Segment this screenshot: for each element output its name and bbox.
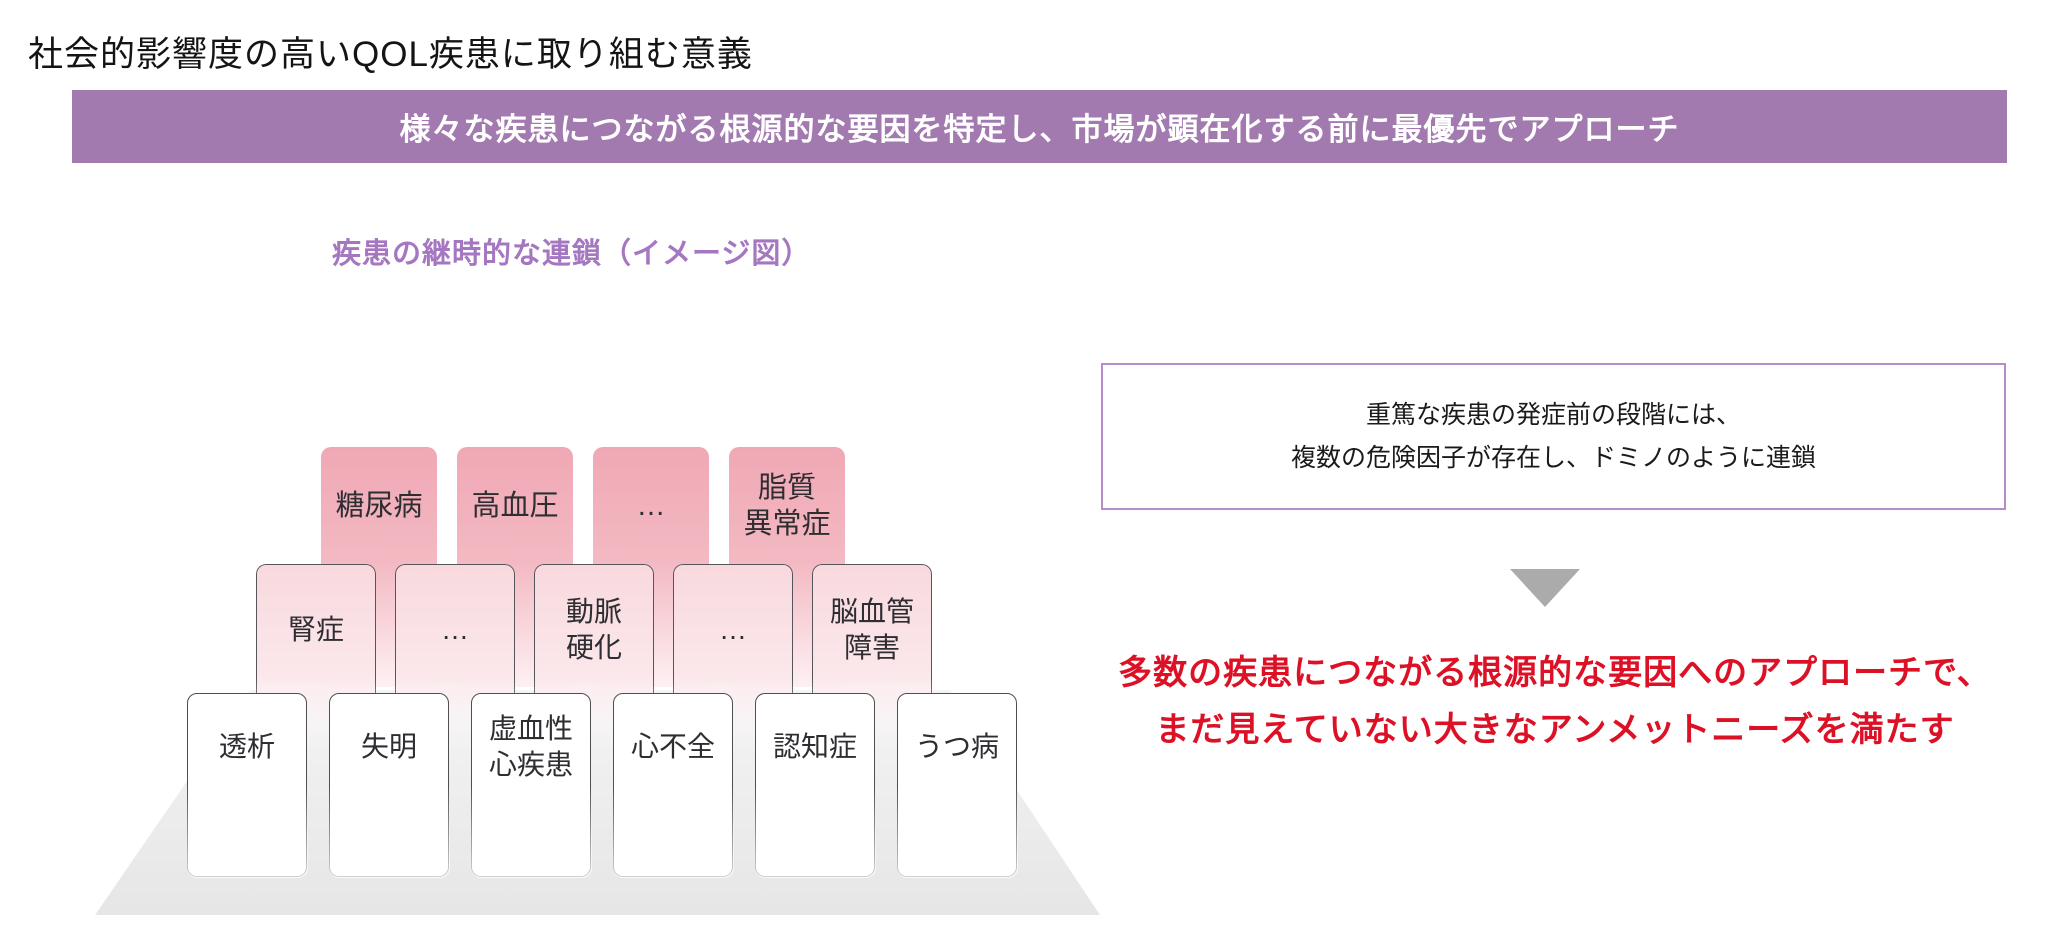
- disease-label: 高血圧: [471, 489, 559, 522]
- disease-box-hearing-loss: 難聴: [532, 343, 644, 528]
- disease-label: 虚血性 心疾患: [488, 712, 573, 780]
- key-message-banner: 様々な疾患につながる根源的な要因を特定し、市場が顕在化する前に最優先でアプローチ: [72, 90, 2007, 163]
- disease-box-dialysis: 透析: [186, 692, 308, 878]
- ellipsis-label: …: [636, 489, 666, 522]
- disease-label: 認知症: [772, 730, 857, 762]
- disease-label: 糖尿病: [335, 489, 423, 522]
- disease-box-obesity: 肥満: [397, 343, 509, 528]
- disease-label: うつ病: [914, 730, 999, 762]
- page-title: 社会的影響度の高いQOL疾患に取り組む意義: [28, 35, 753, 74]
- disease-label: 睡眠 障害: [693, 371, 752, 440]
- disease-box-sleep-disorder: 睡眠 障害: [667, 343, 779, 528]
- conclusion-line2: まだ見えていない大きなアンメットニーズを満たす: [1155, 711, 1955, 749]
- note-line2: 複数の危険因子が存在し、ドミノのように連鎖: [1290, 443, 1816, 472]
- disease-box-ischemic-heart-disease: 虚血性 心疾患: [470, 692, 592, 878]
- disease-box-dementia: 認知症: [754, 692, 876, 878]
- disease-label: 脂質 異常症: [743, 471, 831, 540]
- disease-label: 難聴: [558, 389, 617, 422]
- disease-box-heart-failure: 心不全: [612, 692, 734, 878]
- disease-box-depression: うつ病: [896, 692, 1018, 878]
- disease-label: 動脈 硬化: [565, 596, 622, 663]
- disease-label: 失明: [360, 730, 417, 762]
- disease-label: 心不全: [630, 730, 715, 762]
- ellipsis-label: …: [441, 614, 469, 645]
- note-line1: 重篤な疾患の発症前の段階には、: [1365, 400, 1741, 429]
- disease-label: 肥満: [423, 389, 482, 422]
- conclusion-text: 多数の疾患につながる根源的な要因へのアプローチで、 まだ見えていない大きなアンメ…: [1085, 645, 2025, 759]
- ellipsis-label: …: [719, 614, 747, 645]
- key-message-text: 様々な疾患につながる根源的な要因を特定し、市場が顕在化する前に最優先でアプローチ: [399, 112, 1680, 147]
- disease-box-blindness: 失明: [328, 692, 450, 878]
- diagram-heading: 疾患の継時的な連鎖（イメージ図）: [332, 238, 812, 270]
- disease-label: 透析: [218, 730, 275, 762]
- disease-label: 腎症: [287, 614, 344, 645]
- disease-label: 脳血管 障害: [829, 596, 914, 663]
- note-box: 重篤な疾患の発症前の段階には、 複数の危険因子が存在し、ドミノのように連鎖: [1101, 363, 2006, 510]
- down-arrow-icon: [1510, 569, 1580, 607]
- conclusion-line1: 多数の疾患につながる根源的な要因へのアプローチで、: [1118, 654, 1992, 692]
